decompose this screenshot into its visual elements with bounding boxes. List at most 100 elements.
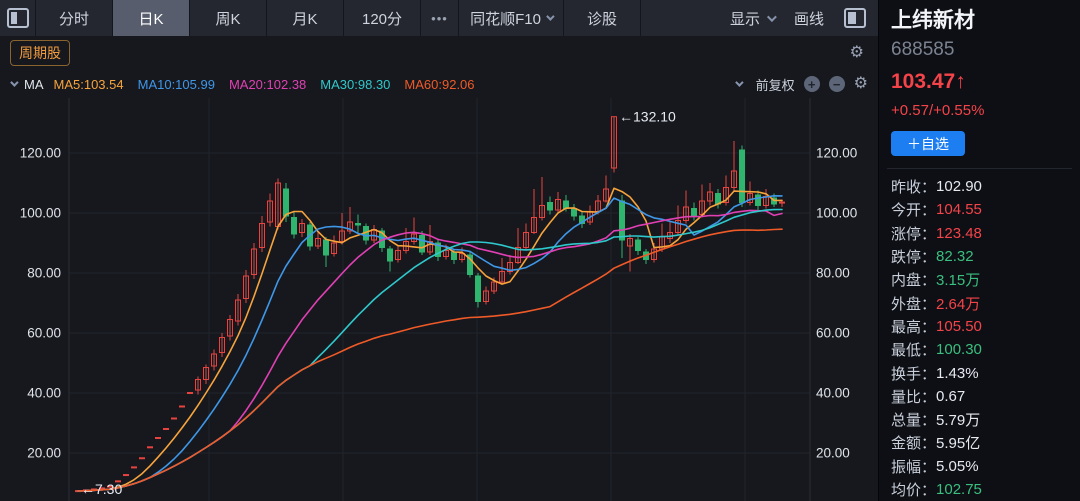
stock-name: 上纬新材 [891, 9, 975, 32]
zoom-out-button[interactable]: − [828, 76, 845, 92]
svg-text:80.00: 80.00 [816, 266, 850, 281]
svg-text:60.00: 60.00 [27, 326, 61, 341]
svg-text:←132.10: ←132.10 [619, 109, 676, 125]
chevron-down-icon [766, 11, 777, 22]
tab-8[interactable]: 诊股 [564, 0, 641, 36]
tab-2[interactable]: 日K [113, 0, 190, 36]
stat-value: 1.43% [936, 364, 979, 382]
collapse-right-panel-button[interactable] [844, 8, 866, 28]
tab-label: 120分 [361, 10, 403, 28]
svg-text:40.00: 40.00 [816, 386, 850, 401]
tab-label: 分时 [58, 10, 89, 28]
stat-value: 5.95亿 [936, 435, 981, 453]
stat-label: 涨停： [891, 225, 937, 243]
stat-value: 100.30 [936, 341, 982, 359]
stat-label: 均价： [891, 482, 937, 499]
quote-stat-row: 振幅： 5.05% [891, 455, 1072, 478]
tab-7[interactable]: 同花顺F10 [459, 0, 564, 36]
tab-label: 周K [215, 10, 241, 28]
draw-label: 画线 [793, 10, 824, 28]
quote-stat-row: 换手： 1.43% [891, 361, 1072, 384]
stat-label: 换手： [891, 365, 937, 383]
svg-text:80.00: 80.00 [27, 266, 61, 281]
tab-5[interactable]: 120分 [344, 0, 421, 36]
ma-legend-5: MA60:92.06 [404, 76, 475, 92]
stat-label: 最低： [891, 342, 937, 360]
svg-text:120.00: 120.00 [816, 146, 857, 161]
svg-text:100.00: 100.00 [816, 206, 857, 221]
collapse-left-panel-button[interactable] [0, 0, 36, 36]
price-change: +0.57/+0.55% [891, 102, 985, 119]
stat-label: 外盘： [891, 295, 937, 313]
stat-label: 内盘： [891, 272, 937, 290]
tab-label: 日K [138, 10, 164, 28]
quote-stat-row: 涨停： 123.48 [891, 222, 1072, 245]
stat-value: 82.32 [936, 248, 974, 266]
stat-value: 5.79万 [936, 412, 981, 430]
svg-text:100.00: 100.00 [20, 206, 61, 221]
panel-toggle-icon [6, 8, 29, 28]
stat-value: 123.48 [936, 224, 982, 242]
svg-text:20.00: 20.00 [816, 446, 850, 461]
tab-label: 诊股 [586, 10, 617, 28]
draw-line-button[interactable]: 画线 [794, 8, 824, 29]
stat-value: 104.55 [936, 201, 982, 219]
stat-value: 5.05% [936, 457, 979, 475]
quote-stat-row: 昨收： 102.90 [891, 175, 1072, 198]
svg-text:40.00: 40.00 [27, 386, 61, 401]
kline-chart[interactable]: 120.00 120.00 100.00 100.00 80.00 80.00 60.00 6… [0, 98, 878, 501]
panel-toggle-icon [844, 8, 866, 28]
stat-label: 今开： [891, 202, 937, 220]
stat-label: 跌停： [891, 249, 937, 267]
stat-value: 2.64万 [936, 295, 981, 313]
tab-4[interactable]: 月K [267, 0, 344, 36]
display-menu[interactable]: 显示 [729, 8, 777, 29]
sector-tag-row: 周期股 ⚙ [0, 36, 878, 70]
divider [887, 168, 1072, 169]
quote-stats: 昨收： 102.90 今开： 104.55 涨停： 123.48 跌停： 82.32 内盘： 3.… [891, 175, 1072, 501]
sector-tag-cyclical[interactable]: 周期股 [10, 40, 70, 66]
stat-value: 105.50 [936, 317, 982, 335]
last-price: 103.47↑ [891, 70, 966, 93]
stat-label: 最高： [891, 318, 937, 336]
chevron-down-icon[interactable] [10, 78, 19, 87]
ma-legend-2: MA10:105.99 [137, 76, 215, 92]
add-watchlist-button[interactable]: ＋自选 [891, 131, 965, 156]
quote-stat-row: 总量： 5.79万 [891, 408, 1072, 431]
quote-stat-row: 量比： 0.67 [891, 385, 1072, 408]
quote-stat-row: 金额： 5.95亿 [891, 431, 1072, 454]
tab-label: 同花顺F10 [470, 10, 541, 28]
stat-value: 0.67 [936, 387, 966, 405]
ma-title: MA [24, 76, 44, 92]
quote-stat-row: 最高： 105.50 [891, 315, 1072, 338]
tab-3[interactable]: 周K [190, 0, 267, 36]
svg-text:60.00: 60.00 [816, 326, 850, 341]
stat-label: 量比： [891, 388, 937, 406]
ma-indicator-bar: MA MA5:103.54 MA10:105.99 MA20:102.38 MA30:… [0, 70, 878, 98]
ma-legend-4: MA30:98.30 [320, 76, 391, 92]
svg-text:←7.30: ←7.30 [81, 481, 122, 497]
gear-icon[interactable]: ⚙ [849, 44, 864, 61]
quote-stat-row: 最低： 100.30 [891, 338, 1072, 361]
stat-label: 总量： [891, 412, 937, 430]
tab-6[interactable]: ••• [421, 0, 459, 36]
gear-icon[interactable]: ⚙ [853, 75, 868, 92]
stat-label: 金额： [891, 435, 937, 453]
chevron-down-icon[interactable] [734, 78, 744, 87]
quote-stat-row: 均价： 102.75 [891, 478, 1072, 501]
tab-1[interactable]: 分时 [36, 0, 113, 36]
zoom-in-button[interactable]: + [803, 76, 820, 92]
stat-value: 3.15万 [936, 272, 981, 290]
stat-label: 振幅： [891, 458, 937, 476]
ma-legend-3: MA20:102.38 [228, 76, 307, 92]
display-label: 显示 [729, 10, 760, 28]
stat-value: 102.90 [936, 178, 982, 196]
svg-text:120.00: 120.00 [20, 146, 61, 161]
stat-label: 昨收： [891, 179, 937, 197]
adjust-mode-selector[interactable]: 前复权 [755, 77, 795, 93]
quote-stat-row: 内盘： 3.15万 [891, 268, 1072, 291]
quote-stat-row: 跌停： 82.32 [891, 245, 1072, 268]
quote-stat-row: 外盘： 2.64万 [891, 291, 1072, 314]
tab-label: 月K [292, 10, 318, 28]
ma-legend-1: MA5:103.54 [53, 76, 124, 92]
